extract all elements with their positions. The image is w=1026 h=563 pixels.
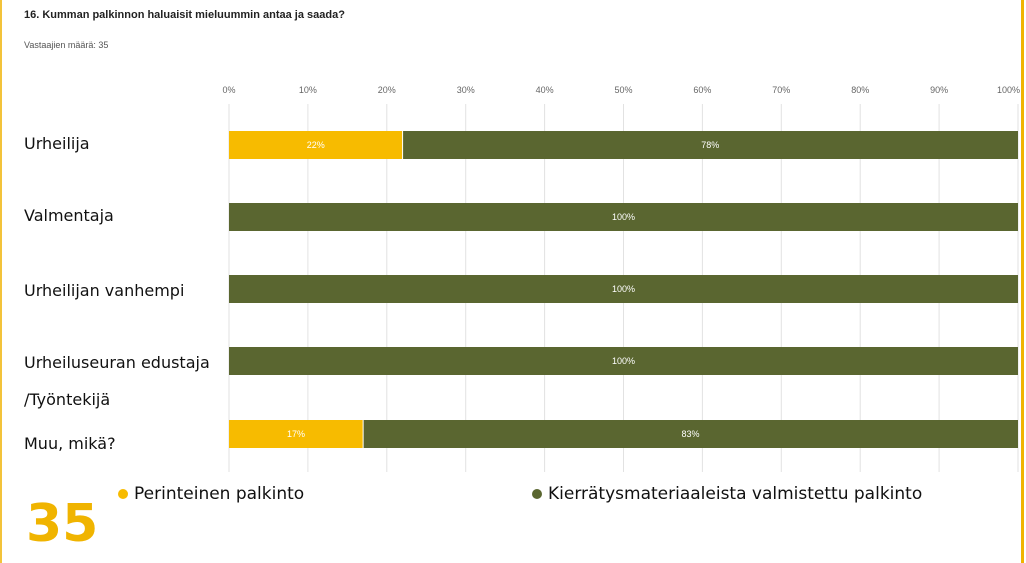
bar-segment <box>363 420 1018 448</box>
bar-segment <box>402 131 1019 159</box>
x-tick-label: 90% <box>930 85 948 95</box>
legend-dot-recycled <box>532 489 542 499</box>
bar-data-label: 78% <box>701 140 719 150</box>
bar-data-label: 17% <box>287 429 305 439</box>
slide-right-border <box>1021 0 1024 563</box>
bar-data-label: 100% <box>612 284 635 294</box>
bar-segment <box>229 420 364 448</box>
bar-data-label: 100% <box>612 212 635 222</box>
legend-label-traditional: Perinteinen palkinto <box>134 484 305 504</box>
bar-data-label: 83% <box>682 429 700 439</box>
bar-data-label: 100% <box>612 356 635 366</box>
question-title: 16. Kumman palkinnon haluaisit mieluummi… <box>24 9 345 21</box>
category-label: Valmentaja <box>24 206 114 225</box>
legend-dot-traditional <box>118 489 128 499</box>
x-tick-label: 100% <box>997 85 1020 95</box>
slide-left-border <box>0 0 10 563</box>
x-tick-label: 10% <box>299 85 317 95</box>
x-tick-label: 40% <box>536 85 554 95</box>
legend-label-recycled: Kierrätysmateriaaleista valmistettu palk… <box>548 484 923 504</box>
x-tick-label: 20% <box>378 85 396 95</box>
x-tick-label: 80% <box>851 85 869 95</box>
legend-item-recycled: Kierrätysmateriaaleista valmistettu palk… <box>532 484 922 504</box>
x-tick-label: 0% <box>222 85 235 95</box>
category-label: Urheilija <box>24 134 90 153</box>
category-label: Urheilijan vanhempi <box>24 281 185 300</box>
respondents-big-number: 35 <box>26 494 99 554</box>
category-label: /Työntekijä <box>24 390 111 409</box>
x-tick-label: 60% <box>693 85 711 95</box>
x-tick-label: 50% <box>614 85 632 95</box>
x-tick-label: 70% <box>772 85 790 95</box>
x-tick-label: 30% <box>457 85 475 95</box>
category-label: Urheiluseuran edustaja <box>24 353 210 372</box>
respondent-count: Vastaajien määrä: 35 <box>24 40 109 50</box>
legend-item-traditional: Perinteinen palkinto <box>118 484 304 504</box>
bar-segment <box>229 347 1018 375</box>
bar-data-label: 22% <box>307 140 325 150</box>
bar-segment <box>229 131 403 159</box>
category-label: Muu, mikä? <box>24 434 116 453</box>
bar-segment <box>229 275 1018 303</box>
bar-segment <box>229 203 1018 231</box>
